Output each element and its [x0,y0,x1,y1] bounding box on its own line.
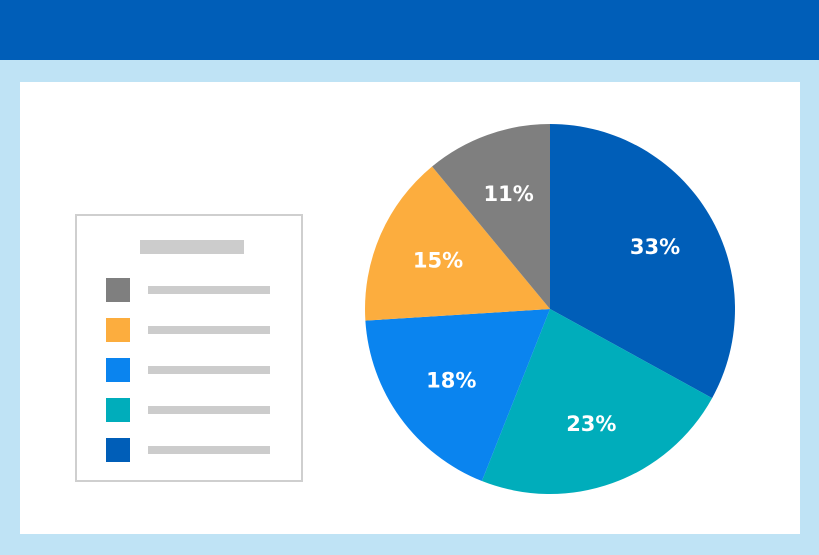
legend-label-placeholder [148,406,270,414]
legend-label-placeholder [148,286,270,294]
pie-slice-label: 33% [630,235,680,259]
legend-swatch [106,398,130,422]
legend-label-placeholder [148,326,270,334]
legend-swatch [106,438,130,462]
pie-slices [365,124,736,495]
legend-item [106,358,271,382]
legend-swatch [106,358,130,382]
legend-item [106,318,271,342]
legend-title-placeholder [140,240,244,254]
pie-slice [432,124,550,309]
header-bar [0,0,819,60]
chart-card: 33% 23% 18% 15% 11% [20,82,800,534]
pie-slice [550,124,736,399]
pie-slice-label: 15% [413,249,463,273]
legend-item [106,438,271,462]
pie-slice [481,309,713,495]
legend-item [106,398,271,422]
legend-item [106,278,271,302]
legend-label-placeholder [148,366,270,374]
legend-label-placeholder [148,446,270,454]
pie-slice [365,166,550,321]
pie-slice-label: 23% [566,412,616,436]
pie-labels: 33% 23% 18% 15% 11% [413,182,680,436]
pie-slice-label: 18% [426,369,476,393]
pie-slice [365,309,550,482]
chart-legend [75,214,303,482]
pie-slice-label: 11% [484,182,534,206]
legend-swatch [106,318,130,342]
legend-swatch [106,278,130,302]
pie-chart: 33% 23% 18% 15% 11% [365,124,736,495]
